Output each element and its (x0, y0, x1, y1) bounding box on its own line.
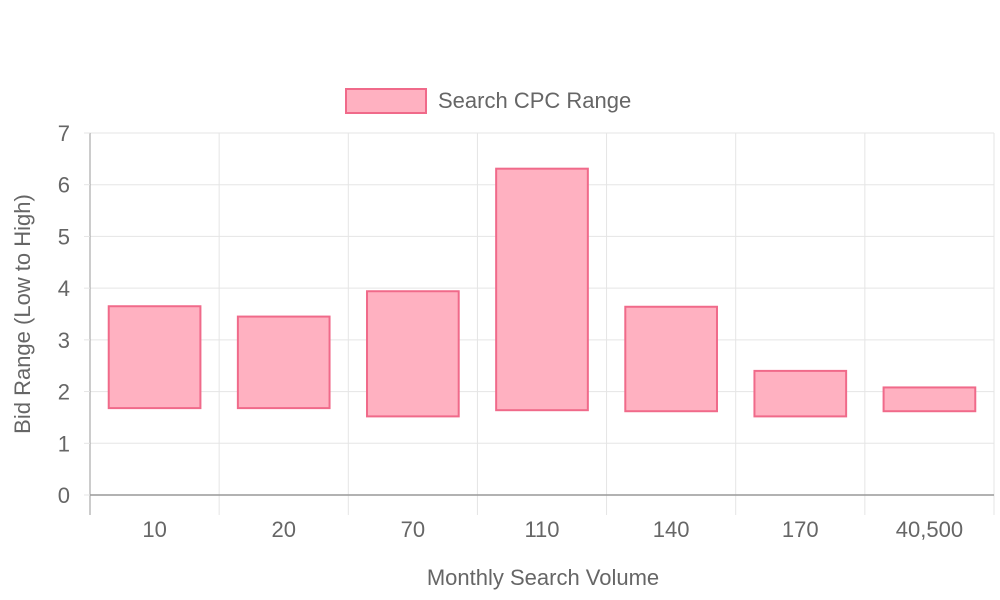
y-axis-title: Bid Range (Low to High) (10, 194, 35, 434)
x-tick-label: 170 (782, 517, 819, 542)
range-bar-10[interactable] (107, 305, 202, 410)
y-tick-label: 3 (58, 328, 70, 353)
x-tick-label: 10 (142, 517, 166, 542)
y-tick-label: 2 (58, 380, 70, 405)
y-tick-label: 0 (58, 483, 70, 508)
y-tick-label: 7 (58, 121, 70, 146)
y-tick-label: 6 (58, 173, 70, 198)
range-bar-140[interactable] (624, 305, 718, 413)
bars (107, 167, 977, 418)
legend[interactable]: Search CPC Range (345, 88, 631, 114)
x-tick-label: 110 (524, 517, 559, 542)
y-tick-label: 1 (58, 431, 70, 456)
range-bar-70[interactable] (366, 290, 460, 418)
x-tick-label: 20 (271, 517, 295, 542)
y-tick-label: 5 (58, 224, 70, 249)
range-bar-170[interactable] (753, 369, 848, 418)
legend-swatch (345, 88, 427, 114)
legend-label: Search CPC Range (438, 88, 631, 113)
range-bar-110[interactable] (495, 167, 589, 412)
x-tick-label: 140 (653, 517, 690, 542)
x-tick-label: 40,500 (896, 517, 963, 542)
x-tick-label: 70 (401, 517, 425, 542)
x-axis-title: Monthly Search Volume (427, 565, 659, 590)
y-tick-label: 4 (58, 276, 70, 301)
range-bar-40500[interactable] (882, 386, 977, 413)
axes: 0 1 2 3 4 5 6 7 10 20 70 110 140 170 40,500 (58, 121, 994, 542)
range-bar-20[interactable] (236, 315, 331, 410)
